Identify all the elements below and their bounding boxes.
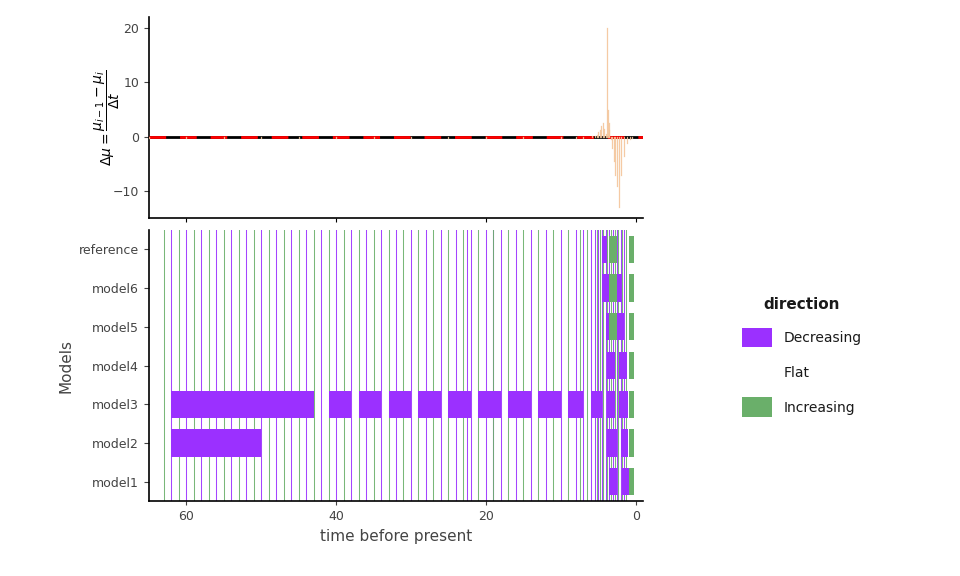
X-axis label: time before present: time before present xyxy=(320,529,472,544)
Legend: Decreasing, Flat, Increasing: Decreasing, Flat, Increasing xyxy=(734,290,869,424)
Y-axis label: $\Delta\mu = \dfrac{\mu_{i-1} - \mu_i}{\Delta t}$: $\Delta\mu = \dfrac{\mu_{i-1} - \mu_i}{\… xyxy=(92,70,122,166)
Y-axis label: Models: Models xyxy=(59,339,73,392)
